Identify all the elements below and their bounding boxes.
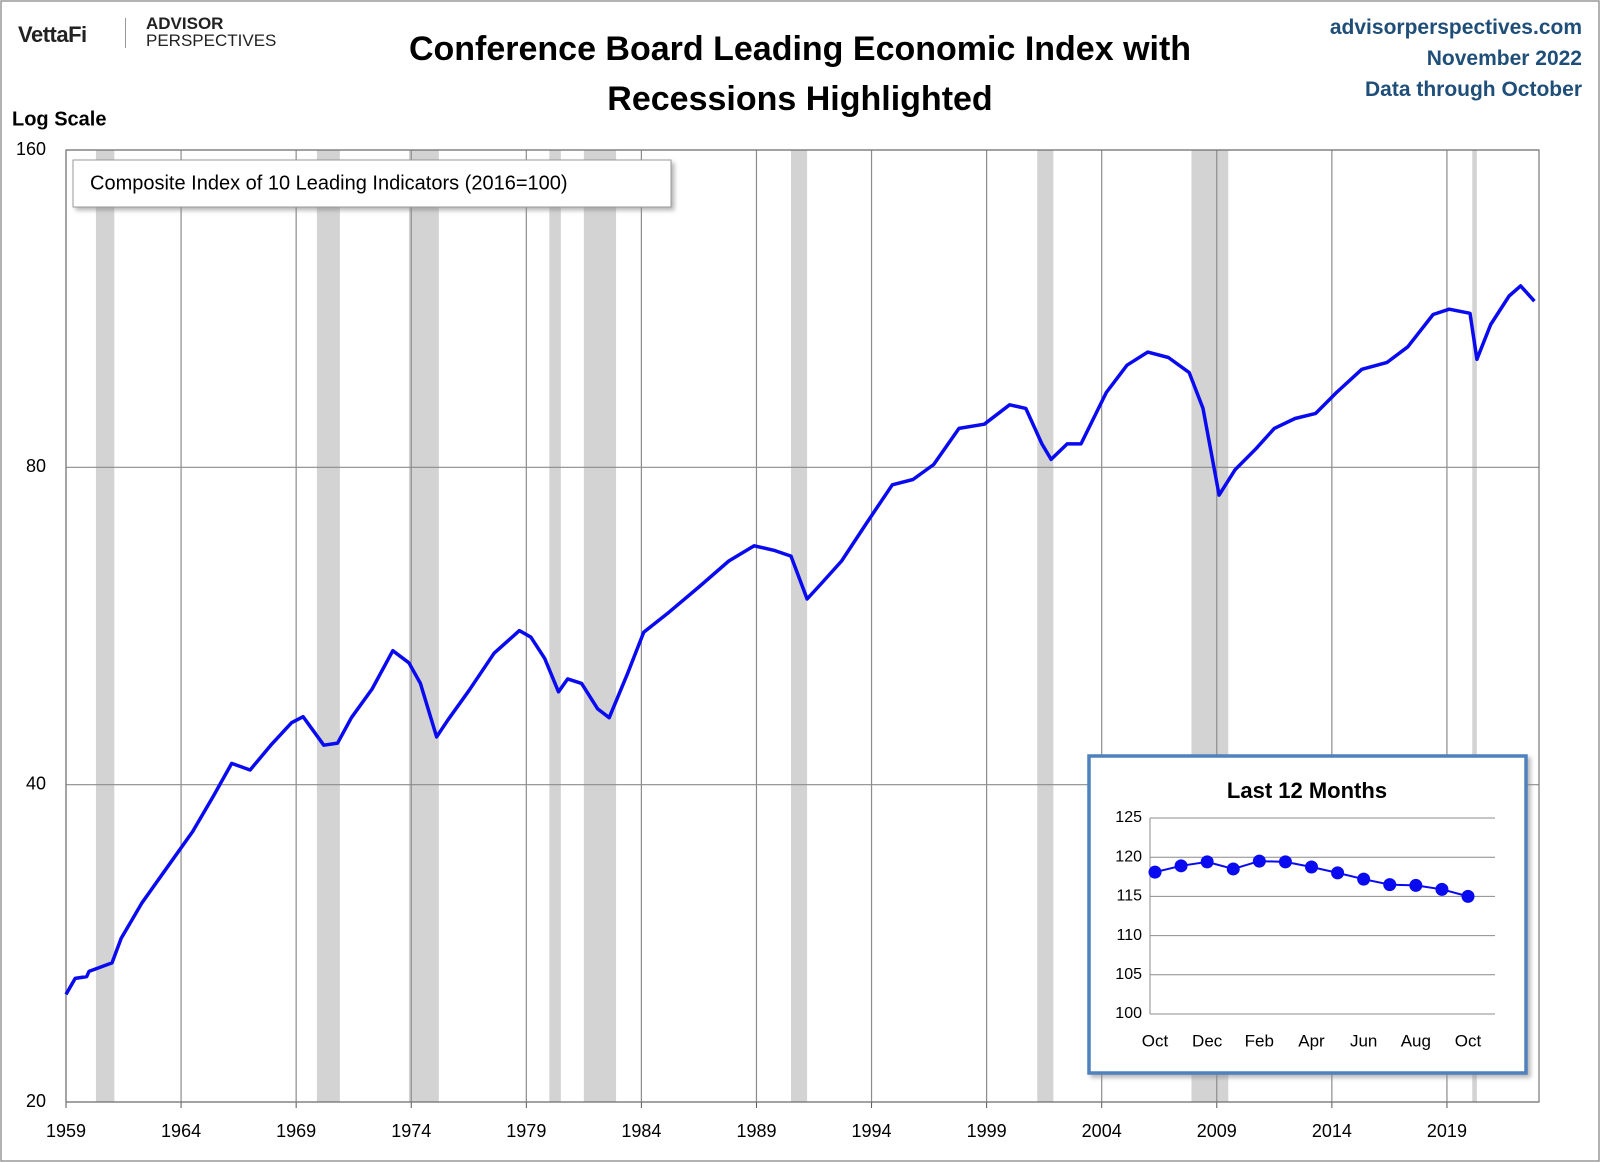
data-line — [64, 284, 1536, 996]
inset-marker — [1200, 855, 1214, 869]
source: advisorperspectives.com November 2022 Da… — [1330, 12, 1582, 105]
x-tick-label: 1959 — [46, 1121, 86, 1141]
plot-border — [65, 149, 1540, 1103]
recession-band — [790, 150, 808, 1102]
recession-band — [583, 150, 617, 1102]
x-tick-label: 1984 — [621, 1121, 661, 1141]
recession-band — [1472, 150, 1477, 1102]
inset-marker — [1331, 866, 1345, 880]
x-tick-label: 1974 — [391, 1121, 431, 1141]
inset-marker — [1305, 860, 1318, 874]
recession-band — [549, 150, 561, 1102]
inset-box — [1087, 754, 1528, 1075]
x-tick-label: 2004 — [1082, 1121, 1122, 1141]
inset-marker — [1435, 882, 1449, 896]
x-tick-label: 1979 — [506, 1121, 546, 1141]
inset-marker — [1409, 878, 1423, 892]
inset-marker — [1252, 854, 1266, 868]
legend-label: Composite Index of 10 Leading Indicators… — [90, 172, 568, 194]
site: advisorperspectives.com — [1329, 16, 1582, 39]
inset-marker — [1357, 872, 1371, 886]
logo-separator — [125, 18, 126, 48]
inset-y-tick-label: 110 — [1116, 927, 1142, 944]
inset-marker — [1278, 855, 1292, 869]
inset-marker — [1383, 878, 1397, 892]
brand-top: ADVISOR — [146, 14, 224, 33]
logo: VettaFi — [18, 22, 87, 47]
x-tick-label: 1964 — [161, 1121, 201, 1141]
inset-marker — [1148, 865, 1162, 879]
inset-marker — [1174, 859, 1188, 873]
x-tick-label: 1969 — [276, 1121, 316, 1141]
inset-y-tick-label: 100 — [1115, 1005, 1142, 1022]
inset-y-tick-label: 105 — [1115, 966, 1142, 983]
inset-x-tick-label: Oct — [1142, 1031, 1169, 1050]
y-axis-label: Log Scale — [12, 108, 106, 130]
recession-band — [95, 150, 115, 1102]
inset-marker — [1226, 862, 1240, 876]
brand-bottom: PERSPECTIVES — [146, 31, 277, 50]
inset-x-tick-label: Jun — [1350, 1031, 1377, 1050]
x-tick-label: 2009 — [1197, 1121, 1237, 1141]
inset-title: Last 12 Months — [1227, 778, 1387, 803]
date: November 2022 — [1426, 47, 1582, 70]
inset-y-tick-label: 125 — [1115, 809, 1142, 826]
y-tick-label: 20 — [26, 1091, 46, 1111]
legend-box — [72, 159, 672, 208]
inset-y-tick-label: 120 — [1115, 848, 1142, 865]
recession-band — [1037, 150, 1054, 1102]
data-note: Data through October — [1364, 78, 1582, 101]
recession-band — [1191, 150, 1229, 1102]
x-tick-label: 2019 — [1427, 1121, 1467, 1141]
x-tick-label: 1999 — [967, 1121, 1007, 1141]
inset-x-tick-label: Dec — [1192, 1031, 1223, 1050]
inset-x-tick-label: Aug — [1401, 1031, 1431, 1050]
inset-x-tick-label: Oct — [1455, 1031, 1482, 1050]
recession-band — [316, 150, 340, 1102]
y-tick-label: 40 — [26, 773, 46, 793]
x-tick-label: 2014 — [1312, 1121, 1352, 1141]
inset-y-tick-label: 115 — [1116, 888, 1142, 905]
inset-line — [1154, 860, 1469, 898]
recession-band — [408, 150, 439, 1102]
inset-x-tick-label: Apr — [1298, 1031, 1325, 1050]
x-tick-label: 1989 — [736, 1121, 776, 1141]
x-tick-label: 1994 — [852, 1121, 892, 1141]
y-tick-label: 80 — [26, 456, 46, 476]
inset-x-tick-label: Feb — [1245, 1031, 1274, 1050]
chart-title: Conference Board Leading Economic Index … — [408, 30, 1192, 118]
y-tick-label: 160 — [16, 139, 46, 159]
inset-marker — [1461, 889, 1475, 903]
